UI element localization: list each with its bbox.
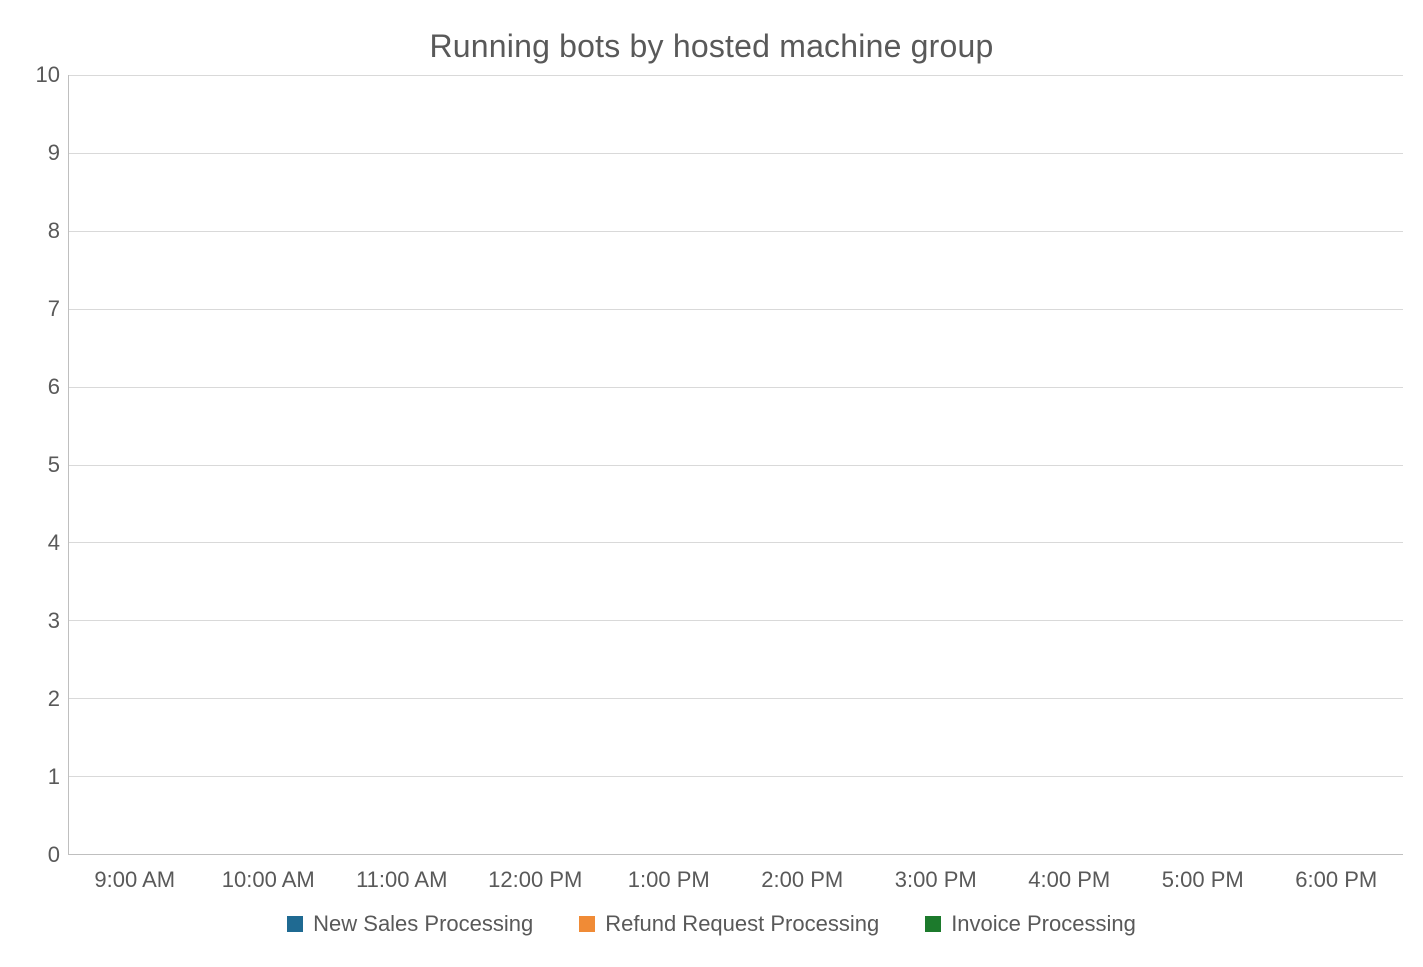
y-tick-label: 0 [48, 842, 60, 868]
y-axis: 012345678910 [20, 75, 68, 855]
gridline-overlay [69, 776, 1403, 777]
gridline-overlay [69, 465, 1403, 466]
y-tick-label: 9 [48, 140, 60, 166]
x-tick-label: 9:00 AM [68, 855, 202, 905]
y-tick-label: 10 [36, 62, 60, 88]
chart-title: Running bots by hosted machine group [20, 28, 1403, 65]
y-tick-label: 7 [48, 296, 60, 322]
legend: New Sales Processing Refund Request Proce… [20, 911, 1403, 937]
legend-label: New Sales Processing [313, 911, 533, 937]
x-tick-label: 1:00 PM [602, 855, 736, 905]
gridline-overlay [69, 542, 1403, 543]
y-tick-label: 8 [48, 218, 60, 244]
legend-swatch [287, 916, 303, 932]
y-tick-label: 2 [48, 686, 60, 712]
legend-swatch [579, 916, 595, 932]
gridline-overlay [69, 231, 1403, 232]
gridline-overlay [69, 698, 1403, 699]
x-tick-label: 3:00 PM [869, 855, 1003, 905]
legend-label: Refund Request Processing [605, 911, 879, 937]
plot-row: 012345678910 [20, 75, 1403, 855]
x-tick-label: 12:00 PM [469, 855, 603, 905]
x-tick-label: 2:00 PM [736, 855, 870, 905]
stacked-bar-chart: Running bots by hosted machine group 012… [0, 0, 1423, 967]
gridline-overlay [69, 620, 1403, 621]
x-axis: 9:00 AM10:00 AM11:00 AM12:00 PM1:00 PM2:… [68, 855, 1403, 905]
y-tick-label: 5 [48, 452, 60, 478]
plot-area [68, 75, 1403, 855]
y-tick-label: 3 [48, 608, 60, 634]
legend-label: Invoice Processing [951, 911, 1136, 937]
gridline-overlay [69, 153, 1403, 154]
x-tick-label: 6:00 PM [1270, 855, 1404, 905]
x-tick-label: 4:00 PM [1003, 855, 1137, 905]
y-tick-label: 6 [48, 374, 60, 400]
x-tick-label: 10:00 AM [202, 855, 336, 905]
legend-item-refund: Refund Request Processing [579, 911, 879, 937]
x-tick-label: 11:00 AM [335, 855, 469, 905]
gridline-overlay [69, 75, 1403, 76]
legend-item-invoice: Invoice Processing [925, 911, 1136, 937]
gridline-overlay [69, 309, 1403, 310]
y-tick-label: 4 [48, 530, 60, 556]
legend-swatch [925, 916, 941, 932]
legend-item-new_sales: New Sales Processing [287, 911, 533, 937]
y-tick-label: 1 [48, 764, 60, 790]
x-tick-label: 5:00 PM [1136, 855, 1270, 905]
gridline-overlay [69, 387, 1403, 388]
